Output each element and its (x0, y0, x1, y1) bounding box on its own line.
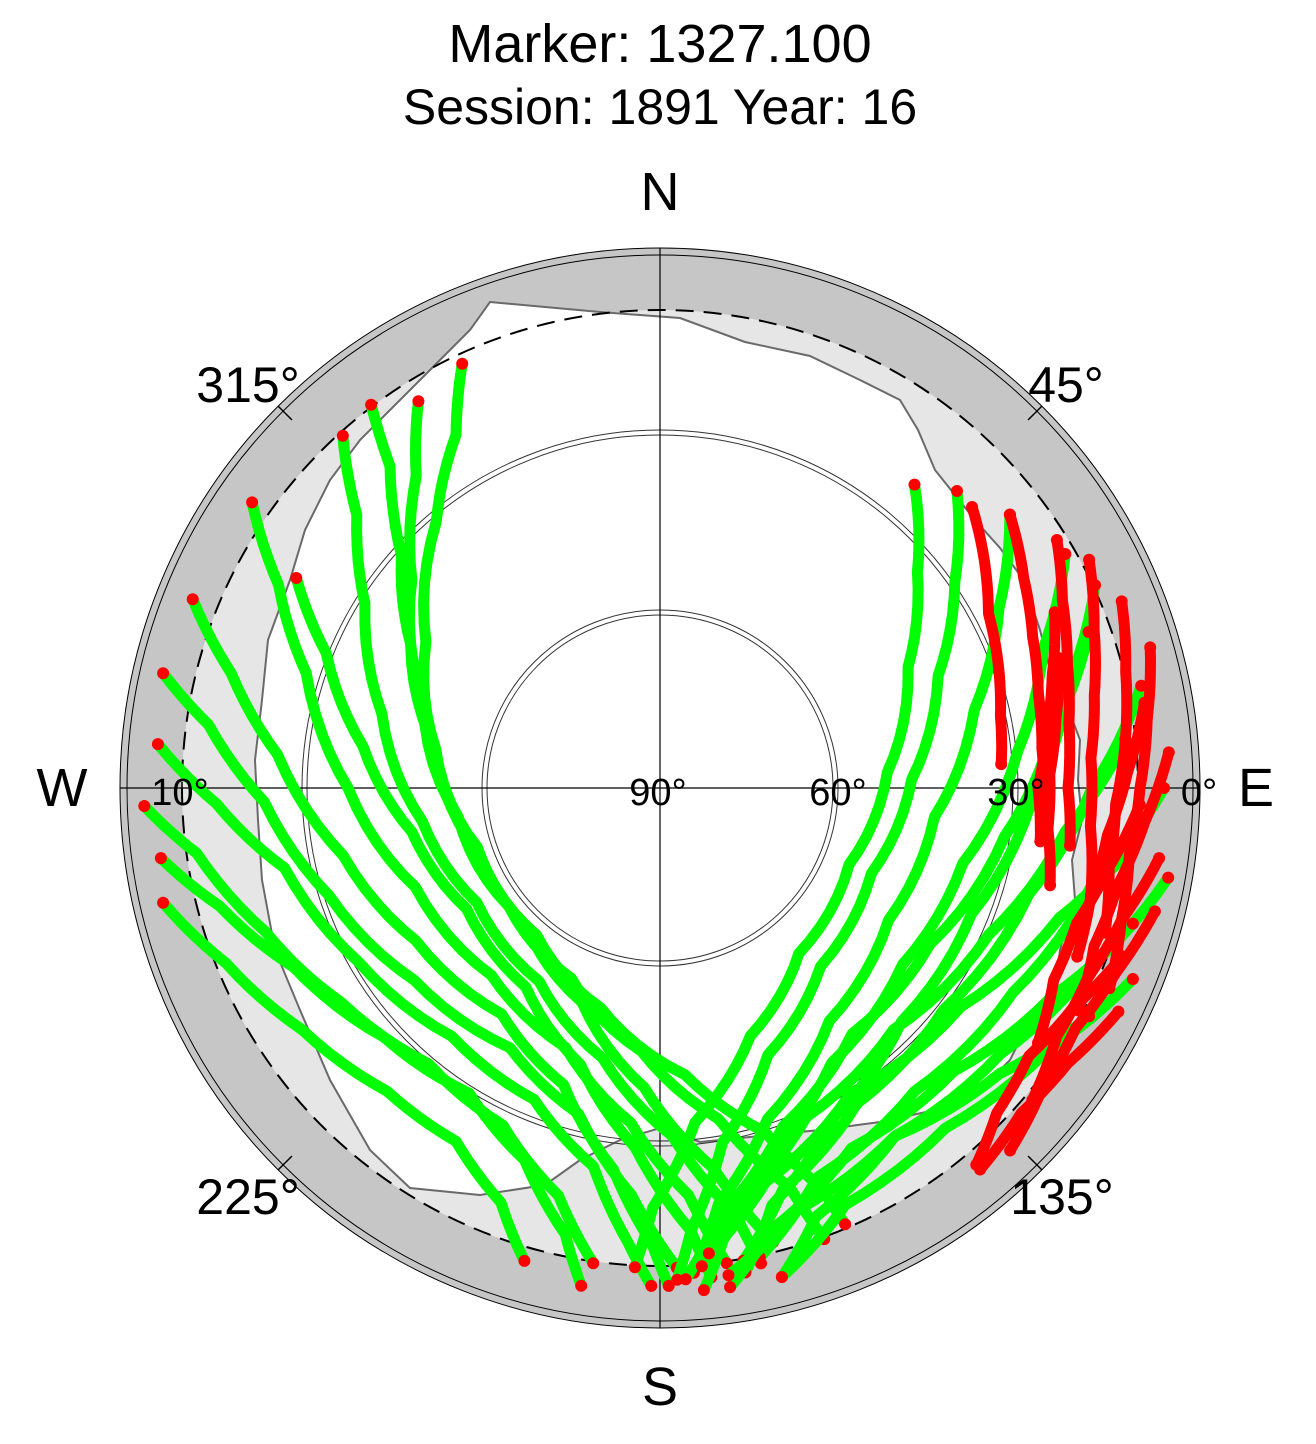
satellite-track (1026, 852, 1165, 1106)
track-endpoint (1003, 508, 1016, 521)
track-endpoint (1004, 1144, 1017, 1157)
satellite-track (671, 485, 965, 1286)
satellite-track (1042, 652, 1065, 891)
chart-subtitle: Session: 1891 Year: 16 (403, 79, 917, 135)
track-endpoint (157, 896, 170, 909)
azimuth-tick-label-315: 315° (196, 357, 299, 413)
track-endpoint (839, 1218, 852, 1231)
track-endpoint (456, 357, 469, 370)
azimuth-tick-label-45: 45° (1028, 357, 1104, 413)
satellite-track (974, 1006, 1124, 1175)
track-endpoint (697, 1284, 710, 1297)
track-endpoint (1044, 879, 1057, 892)
track-endpoint (186, 593, 199, 606)
track-endpoint (702, 1247, 715, 1260)
track-endpoint (412, 395, 425, 408)
satellite-track (418, 358, 779, 1248)
elevation-tick-label-10: 10° (151, 772, 208, 814)
track-endpoint (518, 1254, 531, 1267)
track-endpoint (1071, 950, 1084, 963)
track-endpoint (336, 429, 349, 442)
track-endpoint (1126, 917, 1139, 930)
track-endpoint (695, 1260, 708, 1273)
satellite-track (966, 501, 1008, 770)
track-endpoint (587, 1257, 600, 1270)
satellite-track (246, 496, 733, 1269)
track-endpoint (1034, 835, 1047, 848)
tick-45 (1027, 405, 1043, 421)
satellite-track (970, 950, 1128, 1171)
track-endpoint (679, 1273, 692, 1286)
satellite-track (152, 738, 657, 1292)
track-endpoint (1115, 595, 1128, 608)
satellite-track (1032, 606, 1061, 847)
track-endpoint (1083, 553, 1096, 566)
track-endpoint (138, 800, 151, 812)
track-endpoint (775, 1271, 788, 1283)
satellite-track (337, 430, 767, 1269)
track-endpoint (662, 1279, 675, 1292)
tick-315 (277, 405, 293, 421)
track-endpoint (575, 1279, 588, 1292)
satellite-track (155, 852, 587, 1292)
satellite-track (187, 593, 675, 1292)
track-endpoint (1153, 852, 1166, 865)
satellite-track (1051, 534, 1076, 852)
track-endpoint (1162, 746, 1175, 759)
azimuth-tick-label-135: 135° (1010, 1169, 1113, 1225)
track-endpoint (246, 496, 259, 509)
track-endpoint (1048, 606, 1061, 619)
track-endpoint (1144, 641, 1157, 654)
satellite-track (1032, 799, 1146, 1049)
satellite-track (157, 667, 683, 1274)
tick-135 (1027, 1155, 1043, 1171)
track-endpoint (628, 1261, 641, 1274)
elevation-tick-label-30: 30° (987, 772, 1044, 814)
track-endpoint (1050, 534, 1063, 546)
satellite-track (703, 832, 1143, 1259)
track-endpoint (157, 667, 170, 680)
elevation-tick-label-60: 60° (809, 772, 866, 814)
satellite-tracks (138, 357, 1175, 1297)
track-endpoint (966, 501, 979, 513)
track-endpoint (1135, 679, 1148, 692)
satellite-track (157, 897, 530, 1267)
track-endpoint (154, 852, 167, 865)
track-endpoint (1133, 798, 1146, 811)
track-endpoint (724, 1281, 737, 1294)
track-endpoint (1148, 905, 1161, 918)
chart-title: Marker: 1327.100 (448, 14, 871, 74)
satellite-track (1083, 554, 1101, 901)
track-endpoint (645, 1279, 658, 1292)
elevation-tick-label-0: 0° (1181, 772, 1217, 814)
track-endpoint (290, 572, 303, 584)
track-endpoint (151, 738, 164, 751)
track-endpoint (995, 758, 1008, 771)
track-endpoint (908, 478, 921, 491)
elevation-tick-label-90: 90° (629, 772, 686, 814)
track-endpoint (974, 1163, 987, 1176)
track-endpoint (671, 1273, 684, 1286)
track-endpoint (722, 1269, 735, 1282)
direction-label-west: W (37, 758, 88, 818)
track-endpoint (1064, 839, 1076, 852)
track-endpoint (1162, 871, 1175, 884)
azimuth-tick-label-225: 225° (196, 1169, 299, 1225)
direction-label-east: E (1238, 758, 1274, 818)
track-endpoint (1126, 973, 1139, 985)
track-endpoint (1112, 1005, 1125, 1018)
track-endpoint (365, 398, 378, 411)
track-endpoint (1116, 950, 1129, 963)
track-endpoint (720, 1257, 733, 1270)
track-endpoint (1138, 696, 1151, 709)
tick-225 (277, 1155, 293, 1171)
direction-label-north: N (641, 162, 680, 222)
direction-label-south: S (642, 1357, 678, 1417)
satellite-track (629, 479, 925, 1273)
track-endpoint (951, 485, 963, 497)
